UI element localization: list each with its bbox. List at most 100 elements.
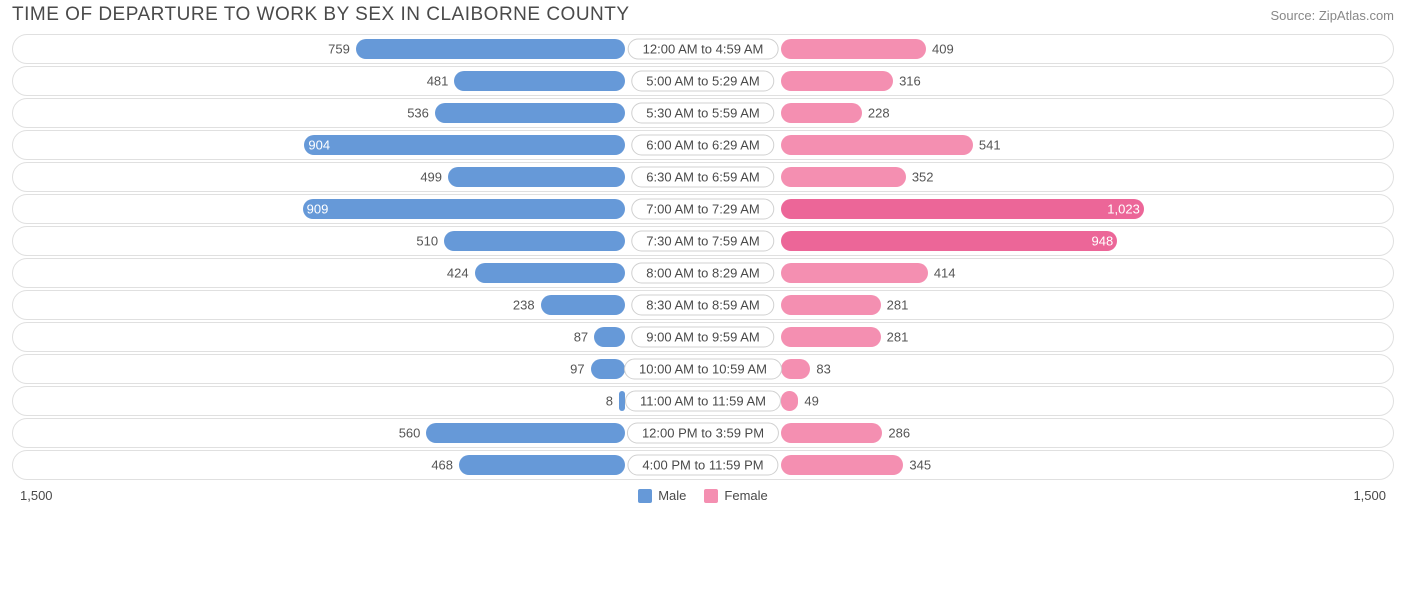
chart-row: 510 948 7:30 AM to 7:59 AM	[12, 226, 1394, 256]
chart-row: 424 414 8:00 AM to 8:29 AM	[12, 258, 1394, 288]
female-value-label: 281	[881, 330, 909, 345]
chart-row: 909 1,023 7:00 AM to 7:29 AM	[12, 194, 1394, 224]
row-track: 4683454:00 PM to 11:59 PM	[12, 450, 1394, 480]
male-bar: 468	[459, 455, 625, 475]
row-category-label: 6:30 AM to 6:59 AM	[631, 167, 774, 188]
row-category-label: 4:00 PM to 11:59 PM	[627, 455, 778, 476]
row-track: 978310:00 AM to 10:59 AM	[12, 354, 1394, 384]
axis-max-right: 1,500	[1353, 488, 1386, 503]
male-value-label: 560	[399, 426, 427, 441]
row-track: 909 1,023 7:00 AM to 7:29 AM	[12, 194, 1394, 224]
male-bar: 481	[454, 71, 625, 91]
female-value-label: 948	[1092, 234, 1114, 249]
legend-female-label: Female	[724, 488, 767, 503]
chart-row: 481 316 5:00 AM to 5:29 AM	[12, 66, 1394, 96]
female-bar: 228	[781, 103, 862, 123]
female-value-label: 49	[798, 394, 818, 409]
row-track: 56028612:00 PM to 3:59 PM	[12, 418, 1394, 448]
male-bar: 759	[356, 39, 625, 59]
chart-row: 904 541 6:00 AM to 6:29 AM	[12, 130, 1394, 160]
row-track: 904 541 6:00 AM to 6:29 AM	[12, 130, 1394, 160]
chart-row: 2382818:30 AM to 8:59 AM	[12, 290, 1394, 320]
male-value-label: 510	[416, 234, 444, 249]
male-bar: 904	[304, 135, 625, 155]
male-value-label: 424	[447, 266, 475, 281]
female-value-label: 286	[882, 426, 910, 441]
legend-female-swatch	[704, 489, 718, 503]
female-bar: 948	[781, 231, 1117, 251]
chart-area: 75940912:00 AM to 4:59 AM4813165:00 AM t…	[0, 34, 1406, 480]
female-bar: 345	[781, 455, 903, 475]
row-track: 75940912:00 AM to 4:59 AM	[12, 34, 1394, 64]
row-category-label: 11:00 AM to 11:59 AM	[625, 391, 781, 412]
male-value-label: 904	[308, 138, 330, 153]
female-bar: 1,023	[781, 199, 1144, 219]
male-bar: 238	[541, 295, 625, 315]
male-value-label: 87	[574, 330, 594, 345]
row-category-label: 12:00 AM to 4:59 AM	[628, 39, 779, 60]
row-category-label: 5:00 AM to 5:29 AM	[631, 71, 774, 92]
male-bar: 536	[435, 103, 625, 123]
female-bar: 316	[781, 71, 893, 91]
female-value-label: 409	[926, 42, 954, 57]
legend-female: Female	[704, 488, 767, 503]
female-value-label: 414	[928, 266, 956, 281]
female-value-label: 352	[906, 170, 934, 185]
row-track: 510 948 7:30 AM to 7:59 AM	[12, 226, 1394, 256]
female-value-label: 1,023	[1107, 202, 1140, 217]
row-category-label: 9:00 AM to 9:59 AM	[631, 327, 774, 348]
female-bar: 49	[781, 391, 798, 411]
male-bar: 560	[426, 423, 625, 443]
male-value-label: 97	[570, 362, 590, 377]
female-bar: 83	[781, 359, 810, 379]
chart-row: 536 228 5:30 AM to 5:59 AM	[12, 98, 1394, 128]
female-bar: 414	[781, 263, 928, 283]
male-bar: 909	[303, 199, 625, 219]
axis-max-left: 1,500	[20, 488, 53, 503]
female-bar: 281	[781, 327, 881, 347]
row-category-label: 12:00 PM to 3:59 PM	[627, 423, 779, 444]
female-value-label: 541	[973, 138, 1001, 153]
female-value-label: 83	[810, 362, 830, 377]
male-bar: 510	[444, 231, 625, 251]
row-track: 424 414 8:00 AM to 8:29 AM	[12, 258, 1394, 288]
female-bar: 352	[781, 167, 906, 187]
male-value-label: 238	[513, 298, 541, 313]
male-bar: 499	[448, 167, 625, 187]
male-value-label: 909	[307, 202, 329, 217]
male-value-label: 481	[427, 74, 455, 89]
row-track: 2382818:30 AM to 8:59 AM	[12, 290, 1394, 320]
female-value-label: 316	[893, 74, 921, 89]
row-category-label: 7:00 AM to 7:29 AM	[631, 199, 774, 220]
female-value-label: 228	[862, 106, 890, 121]
row-category-label: 10:00 AM to 10:59 AM	[624, 359, 782, 380]
chart-header: TIME OF DEPARTURE TO WORK BY SEX IN CLAI…	[0, 0, 1406, 34]
male-bar: 424	[475, 263, 625, 283]
male-value-label: 536	[407, 106, 435, 121]
female-value-label: 345	[903, 458, 931, 473]
row-category-label: 8:00 AM to 8:29 AM	[631, 263, 774, 284]
row-track: 499 352 6:30 AM to 6:59 AM	[12, 162, 1394, 192]
chart-row: 56028612:00 PM to 3:59 PM	[12, 418, 1394, 448]
chart-row: 978310:00 AM to 10:59 AM	[12, 354, 1394, 384]
row-category-label: 5:30 AM to 5:59 AM	[631, 103, 774, 124]
female-bar: 409	[781, 39, 926, 59]
legend-male-swatch	[638, 489, 652, 503]
male-value-label: 499	[420, 170, 448, 185]
female-bar: 286	[781, 423, 882, 443]
row-category-label: 7:30 AM to 7:59 AM	[631, 231, 774, 252]
legend: Male Female	[638, 488, 768, 503]
female-bar: 541	[781, 135, 973, 155]
row-track: 536 228 5:30 AM to 5:59 AM	[12, 98, 1394, 128]
chart-footer: 1,500 Male Female 1,500	[0, 482, 1406, 503]
male-value-label: 8	[606, 394, 619, 409]
chart-source: Source: ZipAtlas.com	[1270, 8, 1394, 23]
chart-row: 499 352 6:30 AM to 6:59 AM	[12, 162, 1394, 192]
male-bar: 97	[591, 359, 625, 379]
chart-row: 87 281 9:00 AM to 9:59 AM	[12, 322, 1394, 352]
chart-row: 4683454:00 PM to 11:59 PM	[12, 450, 1394, 480]
female-bar: 281	[781, 295, 881, 315]
row-track: 481 316 5:00 AM to 5:29 AM	[12, 66, 1394, 96]
male-value-label: 468	[431, 458, 459, 473]
row-category-label: 6:00 AM to 6:29 AM	[631, 135, 774, 156]
